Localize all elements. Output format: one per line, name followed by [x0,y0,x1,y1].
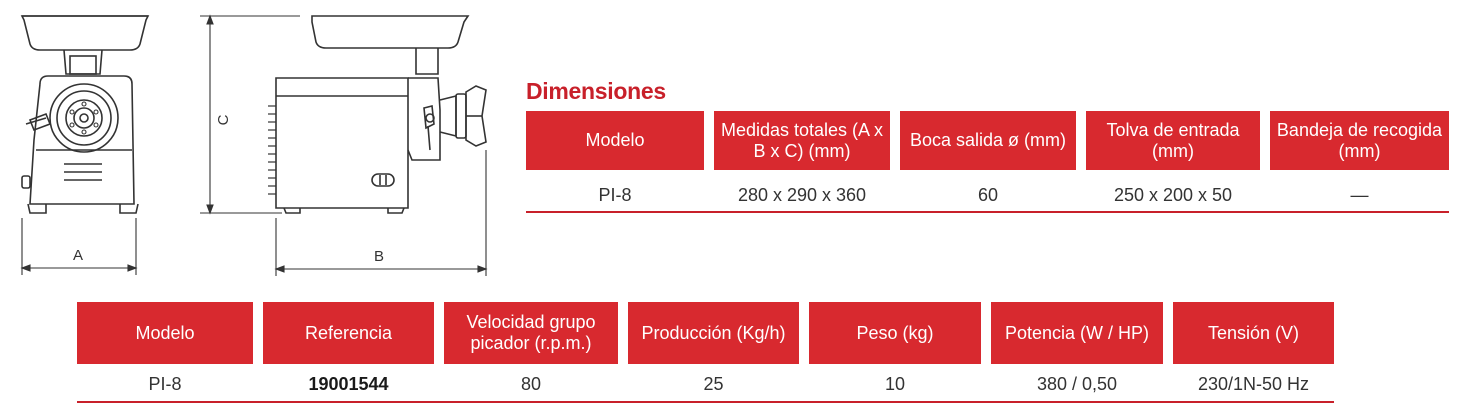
specs-header-model: Modelo [77,302,253,364]
dimensions-cell-outlet: 60 [977,184,999,205]
technical-drawings: A B C [0,0,520,290]
specs-cell-speed: 80 [520,373,542,394]
specs-cell-voltage: 230/1N-50 Hz [1197,373,1310,394]
dimensions-header-hopper: Tolva de entrada (mm) [1086,111,1260,170]
dimensions-bottom-rule [526,211,1449,213]
dimension-label-a: A [73,247,83,264]
specs-cell-production: 25 [703,373,724,394]
dimensions-cell-tray: — [1350,184,1369,205]
specs-cell-reference: 19001544 [308,373,389,394]
specs-header-weight: Peso (kg) [809,302,981,364]
specs-header-power: Potencia (W / HP) [991,302,1163,364]
dimension-label-c: C [215,114,232,125]
dimensions-header-tray: Bandeja de recogida (mm) [1270,111,1449,170]
dimensions-header-outlet: Boca salida ø (mm) [900,111,1076,170]
specs-header-voltage: Tensión (V) [1173,302,1334,364]
specs-cell-weight: 10 [884,373,906,394]
dimension-lines [20,14,488,276]
dimensions-cell-model: PI-8 [598,184,632,205]
specs-cell-power: 380 / 0,50 [1036,373,1118,394]
specs-bottom-rule [77,401,1334,403]
side-view [268,15,487,214]
dimensions-header-model: Modelo [526,111,704,170]
specs-cell-model: PI-8 [148,373,182,394]
specs-header-speed: Velocidad grupo picador (r.p.m.) [444,302,618,364]
dimensions-cell-hopper: 250 x 200 x 50 [1113,184,1233,205]
dimensions-title: Dimensiones [526,78,666,104]
front-view [20,15,150,214]
specs-header-reference: Referencia [263,302,434,364]
meat-grinder-drawing: A B C [20,14,488,276]
dimension-label-b: B [374,248,384,265]
specs-header-production: Producción (Kg/h) [628,302,799,364]
dimensions-header-overall-size: Medidas totales (A x B x C) (mm) [714,111,890,170]
dimensions-cell-overall-size: 280 x 290 x 360 [737,184,867,205]
